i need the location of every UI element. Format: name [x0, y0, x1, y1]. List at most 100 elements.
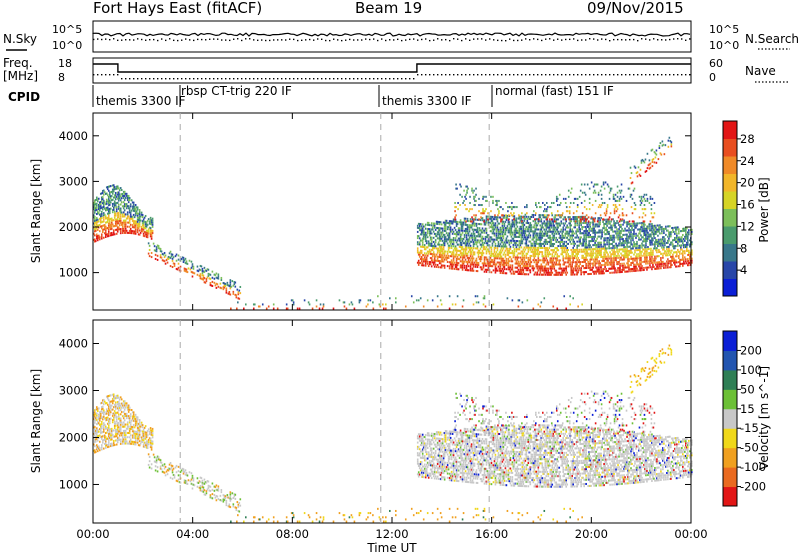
power-point — [629, 229, 631, 232]
power-point — [644, 260, 646, 263]
power-point — [110, 190, 113, 193]
power-point — [140, 211, 143, 214]
power-point — [464, 244, 467, 247]
nsearch-dot — [273, 39, 275, 41]
power-point — [127, 199, 130, 202]
power-point — [494, 255, 497, 258]
power-point — [504, 249, 507, 252]
power-point — [603, 259, 605, 262]
power-point — [575, 257, 577, 260]
power-point — [635, 243, 637, 246]
power-point — [423, 244, 426, 247]
power-point — [466, 189, 468, 192]
power-point — [169, 265, 172, 268]
power-point — [689, 261, 691, 264]
power-point — [102, 218, 105, 221]
nsearch-dot — [493, 39, 495, 41]
power-point — [568, 263, 571, 266]
nave-dot — [345, 78, 347, 80]
power-point — [568, 259, 571, 262]
power-point — [560, 222, 563, 225]
power-point — [536, 232, 539, 235]
power-point — [498, 263, 501, 266]
power-point — [583, 236, 585, 239]
power-point — [524, 267, 527, 270]
power-point — [131, 219, 134, 222]
power-point — [438, 245, 441, 248]
power-point — [418, 243, 421, 246]
power-point — [207, 268, 210, 271]
power-point — [548, 230, 551, 233]
power-point — [147, 230, 150, 233]
power-point — [106, 188, 109, 191]
power-point — [102, 236, 105, 239]
power-point — [603, 243, 605, 246]
power-point — [554, 238, 557, 241]
power-point — [113, 216, 116, 219]
nsearch-dot — [293, 38, 295, 41]
power-point — [643, 244, 645, 247]
power-point — [93, 234, 96, 237]
power-point — [466, 219, 469, 222]
power-point — [422, 233, 425, 236]
power-point — [557, 245, 560, 248]
power-point — [519, 252, 522, 255]
power-point — [576, 222, 578, 225]
power-point — [603, 231, 605, 234]
power-point — [604, 233, 606, 236]
power-point — [596, 252, 598, 255]
power-point — [110, 217, 113, 220]
power-point — [573, 226, 575, 229]
power-point — [420, 233, 423, 236]
power-point — [448, 267, 451, 270]
power-point — [451, 265, 454, 268]
power-point — [541, 226, 544, 229]
power-point — [674, 263, 676, 266]
power-point — [461, 221, 464, 224]
power-point — [116, 214, 119, 217]
nsearch-dot — [185, 38, 187, 40]
power-point — [543, 267, 546, 270]
power-point — [681, 244, 683, 247]
power-point — [521, 256, 524, 259]
power-point — [622, 244, 624, 247]
power-point — [163, 256, 166, 259]
nave-dot — [613, 74, 615, 76]
power-point — [556, 259, 559, 262]
power-point — [121, 231, 124, 234]
power-point — [580, 232, 582, 235]
power-point — [585, 262, 587, 265]
power-point — [465, 197, 467, 200]
power-point — [138, 213, 141, 216]
nave-dot — [277, 78, 279, 80]
power-point — [563, 249, 566, 252]
power-point — [668, 262, 670, 265]
power-point — [483, 270, 486, 273]
power-point — [656, 255, 658, 258]
power-point — [482, 210, 484, 213]
power-point — [446, 228, 449, 231]
power-point — [119, 207, 122, 210]
power-point — [481, 241, 484, 244]
power-point — [487, 250, 490, 253]
power-point — [555, 247, 558, 250]
power-point — [126, 194, 129, 197]
power-point — [485, 235, 488, 238]
power-point — [586, 225, 588, 228]
power-point — [549, 259, 552, 262]
power-point — [457, 249, 460, 252]
power-point — [442, 221, 445, 224]
power-point — [488, 221, 491, 224]
power-point — [93, 201, 95, 204]
power-point — [571, 253, 573, 256]
power-point — [598, 235, 600, 238]
date-title: 09/Nov/2015 — [587, 0, 684, 17]
power-point — [632, 233, 634, 236]
power-point — [228, 291, 231, 294]
power-point — [658, 226, 660, 229]
power-point — [643, 234, 645, 237]
power-point — [642, 221, 644, 224]
power-point — [204, 281, 207, 284]
power-point — [237, 293, 240, 296]
power-point — [443, 223, 446, 226]
